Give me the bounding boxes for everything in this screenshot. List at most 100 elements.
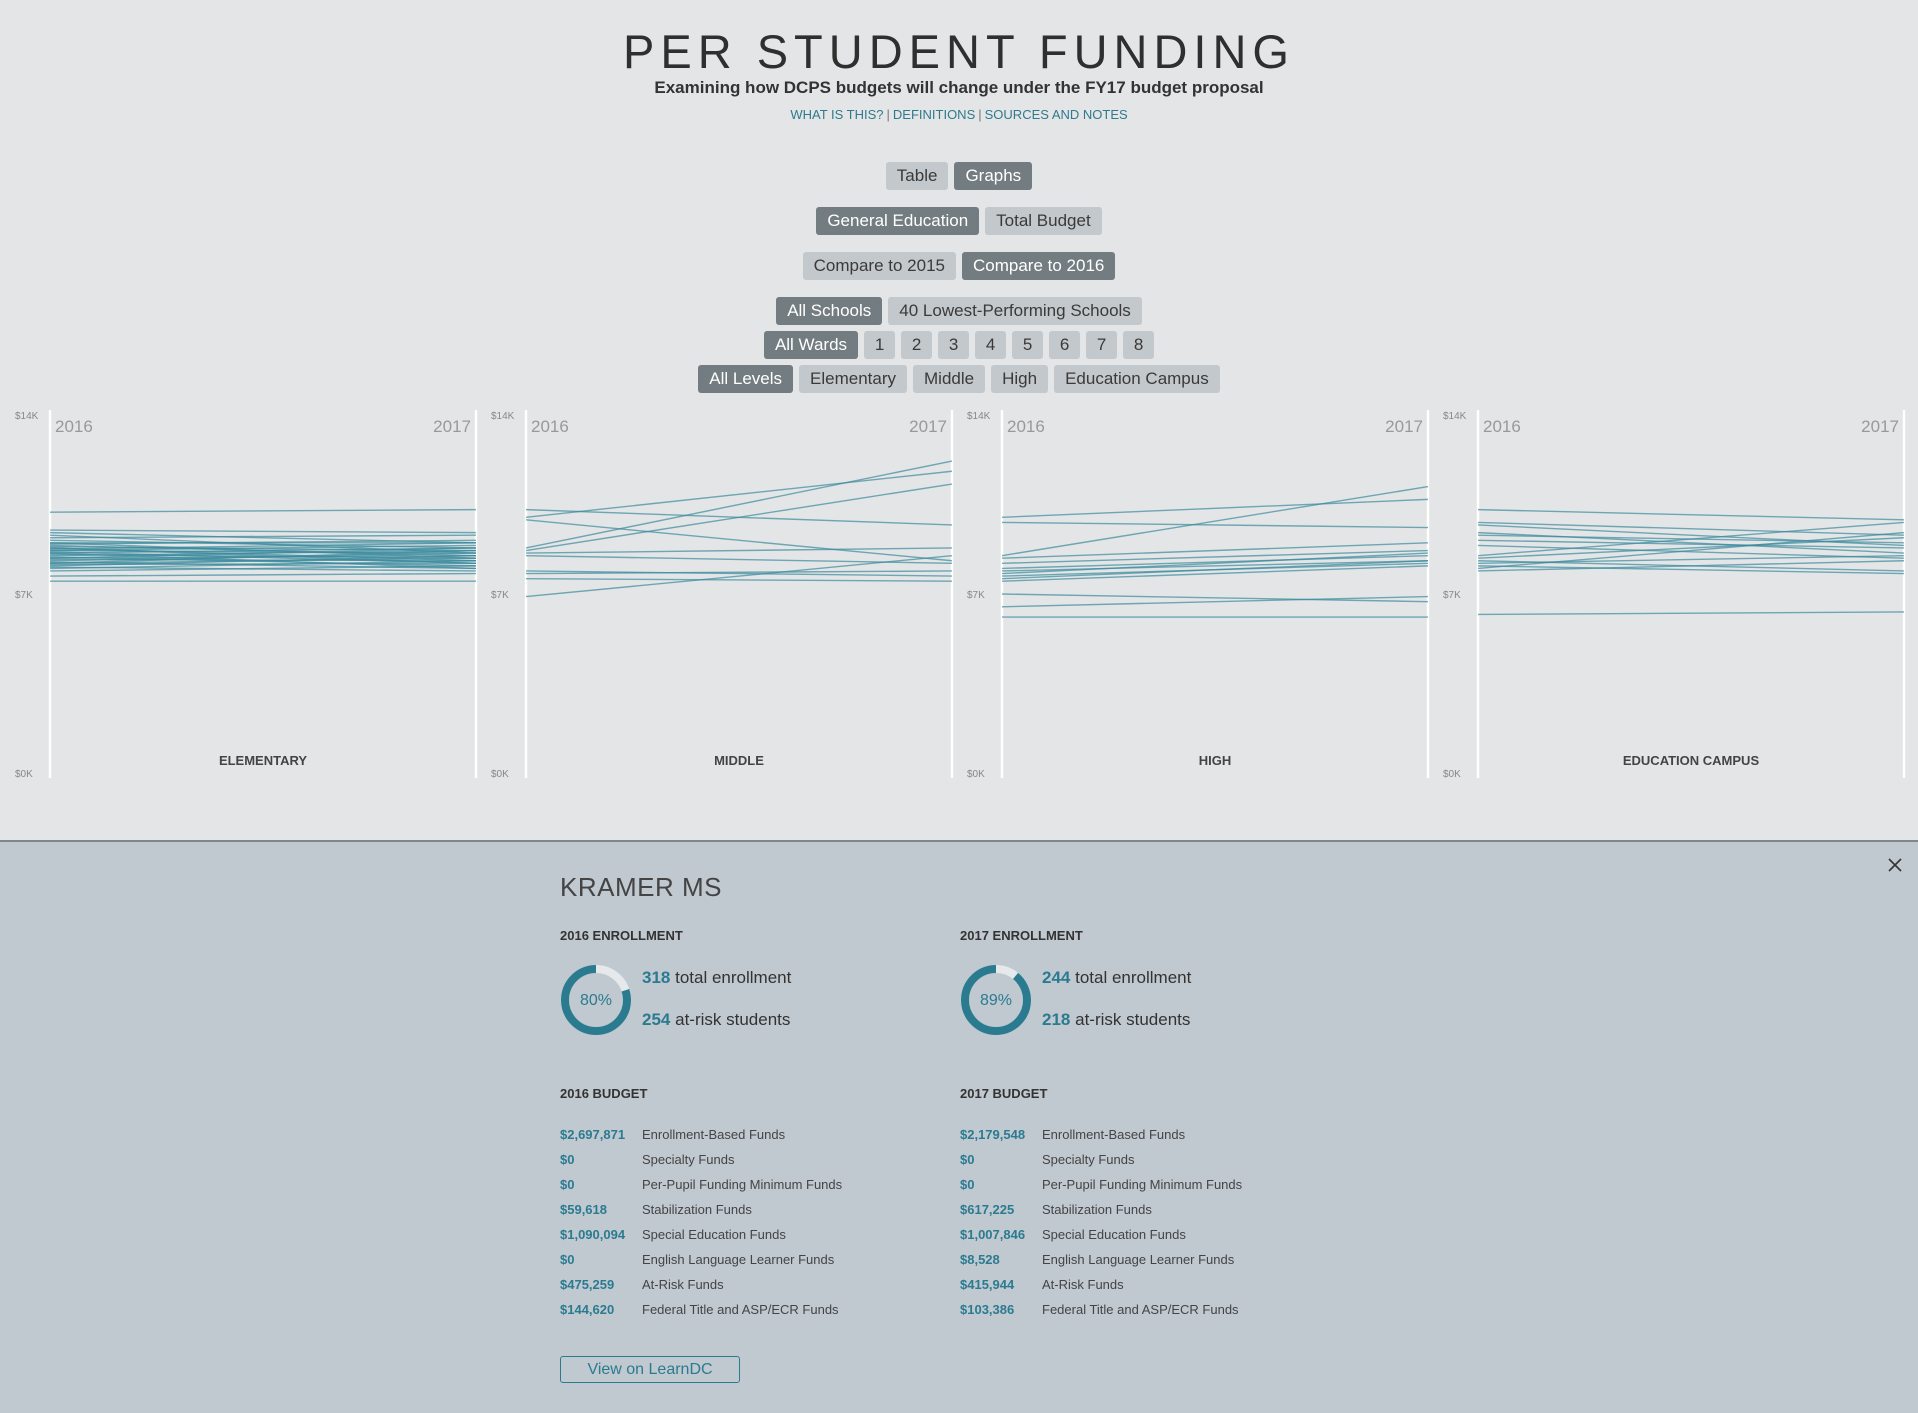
school-line[interactable] [1001, 542, 1429, 559]
ward-button-4[interactable]: 4 [975, 331, 1007, 359]
school-line[interactable] [525, 577, 953, 582]
donut-fill [561, 965, 631, 1035]
budget-label: Stabilization Funds [1042, 1202, 1152, 1217]
school-line[interactable] [1001, 485, 1429, 557]
school-line[interactable] [1477, 565, 1905, 575]
total-enrollment-value: 244 [1042, 968, 1071, 987]
y-tick-label: $0K [491, 769, 509, 780]
school-line[interactable] [49, 565, 477, 572]
school-line[interactable] [1477, 521, 1905, 536]
budget-label: Stabilization Funds [642, 1202, 752, 1217]
school-line[interactable] [1001, 560, 1429, 572]
ward-button-3[interactable]: 3 [938, 331, 970, 359]
y-tick-label: $0K [1443, 769, 1461, 780]
school-line[interactable] [49, 547, 477, 559]
school-line[interactable] [1477, 539, 1905, 549]
ward-filter: All Wards 1 2 3 4 5 6 7 8 [0, 331, 1918, 359]
school-line[interactable] [1477, 521, 1905, 557]
level-button-middle[interactable]: Middle [913, 365, 986, 393]
school-line[interactable] [1477, 508, 1905, 521]
budget-label: Per-Pupil Funding Minimum Funds [1042, 1177, 1243, 1192]
budget-row: $2,179,548 Enrollment-Based Funds [960, 1127, 1185, 1142]
school-line[interactable] [49, 544, 477, 552]
budget-amount: $475,259 [560, 1277, 615, 1292]
school-line[interactable] [49, 529, 477, 534]
school-line[interactable] [525, 570, 953, 577]
close-icon[interactable] [1884, 854, 1906, 876]
school-line[interactable] [525, 483, 953, 552]
ward-button-2[interactable]: 2 [901, 331, 933, 359]
compare-button-compare-to-2016[interactable]: Compare to 2016 [962, 252, 1116, 280]
budget-label: Enrollment-Based Funds [1042, 1127, 1186, 1142]
header-links: WHAT IS THIS? | DEFINITIONS | SOURCES AND NO… [0, 107, 1918, 122]
budget-row: $144,620 Federal Title and ASP/ECR Funds [560, 1302, 839, 1317]
ward-button-1[interactable]: 1 [864, 331, 896, 359]
school-line[interactable] [1001, 552, 1429, 575]
school-line[interactable] [1477, 531, 1905, 570]
level-button-all-levels[interactable]: All Levels [698, 365, 794, 393]
ward-button-6[interactable]: 6 [1049, 331, 1081, 359]
budget-amount: $1,007,846 [960, 1227, 1026, 1242]
budget-label: At-Risk Funds [1042, 1277, 1124, 1292]
what-is-this-link[interactable]: WHAT IS THIS? [790, 107, 884, 122]
school-line[interactable] [49, 534, 477, 539]
budget-button-total-budget[interactable]: Total Budget [985, 207, 1102, 235]
view-button-graphs[interactable]: Graphs [954, 162, 1033, 190]
school-line[interactable] [49, 508, 477, 513]
y-tick-label: $14K [491, 411, 515, 422]
budget-amount: $103,386 [960, 1302, 1015, 1317]
x-label-2016: 2016 [1483, 417, 1521, 436]
compare-button-compare-to-2015[interactable]: Compare to 2015 [802, 252, 956, 280]
school-line[interactable] [525, 547, 953, 554]
school-line[interactable] [1001, 593, 1429, 603]
budget-label: English Language Learner Funds [642, 1252, 835, 1267]
ward-button-5[interactable]: 5 [1012, 331, 1044, 359]
school-line[interactable] [1001, 498, 1429, 518]
ward-button-7[interactable]: 7 [1086, 331, 1118, 359]
ward-button-8[interactable]: 8 [1123, 331, 1155, 359]
school-line[interactable] [525, 470, 953, 518]
school-button-40-lowest-performing-schools[interactable]: 40 Lowest-Performing Schools [888, 297, 1142, 325]
sources-notes-link[interactable]: SOURCES AND NOTES [984, 107, 1128, 122]
school-line[interactable] [1001, 595, 1429, 608]
view-toggle: Table Graphs [0, 162, 1918, 190]
school-line[interactable] [49, 572, 477, 577]
school-line[interactable] [525, 519, 953, 562]
school-line[interactable] [49, 542, 477, 550]
view-button-table[interactable]: Table [885, 162, 949, 190]
ward-button-all-wards[interactable]: All Wards [763, 331, 859, 359]
budget-amount: $2,697,871 [560, 1127, 626, 1142]
definitions-link[interactable]: DEFINITIONS [892, 107, 976, 122]
at-risk-students-2016: 254 at-risk students [642, 1010, 790, 1030]
level-button-high[interactable]: High [991, 365, 1049, 393]
level-button-education-campus[interactable]: Education Campus [1054, 365, 1220, 393]
at-risk-donut-2016: 80% [561, 965, 631, 1035]
at-risk-value: 218 [1042, 1010, 1071, 1029]
school-line[interactable] [49, 547, 477, 554]
budget-button-general-education[interactable]: General Education [816, 207, 980, 235]
school-line[interactable] [525, 460, 953, 549]
school-line[interactable] [1001, 549, 1429, 565]
school-line[interactable] [1001, 554, 1429, 570]
school-line[interactable] [1001, 521, 1429, 529]
budget-amount: $617,225 [960, 1202, 1015, 1217]
school-line[interactable] [49, 560, 477, 570]
budget-toggle: General Education Total Budget [0, 207, 1918, 235]
x-label-2016: 2016 [55, 417, 93, 436]
level-button-elementary[interactable]: Elementary [799, 365, 908, 393]
school-line[interactable] [1477, 537, 1905, 559]
school-line[interactable] [1001, 560, 1429, 580]
school-line[interactable] [49, 549, 477, 565]
view-on-learndc-button[interactable]: View on LearnDC [560, 1356, 740, 1383]
school-line[interactable] [49, 547, 477, 565]
school-line[interactable] [1477, 544, 1905, 559]
school-line[interactable] [525, 570, 953, 575]
y-tick-label: $0K [15, 769, 33, 780]
school-line[interactable] [525, 554, 953, 598]
budget-amount: $415,944 [960, 1277, 1015, 1292]
school-line[interactable] [1001, 565, 1429, 582]
school-line[interactable] [1477, 611, 1905, 616]
school-line[interactable] [49, 552, 477, 570]
school-line[interactable] [1477, 560, 1905, 572]
school-button-all-schools[interactable]: All Schools [776, 297, 883, 325]
